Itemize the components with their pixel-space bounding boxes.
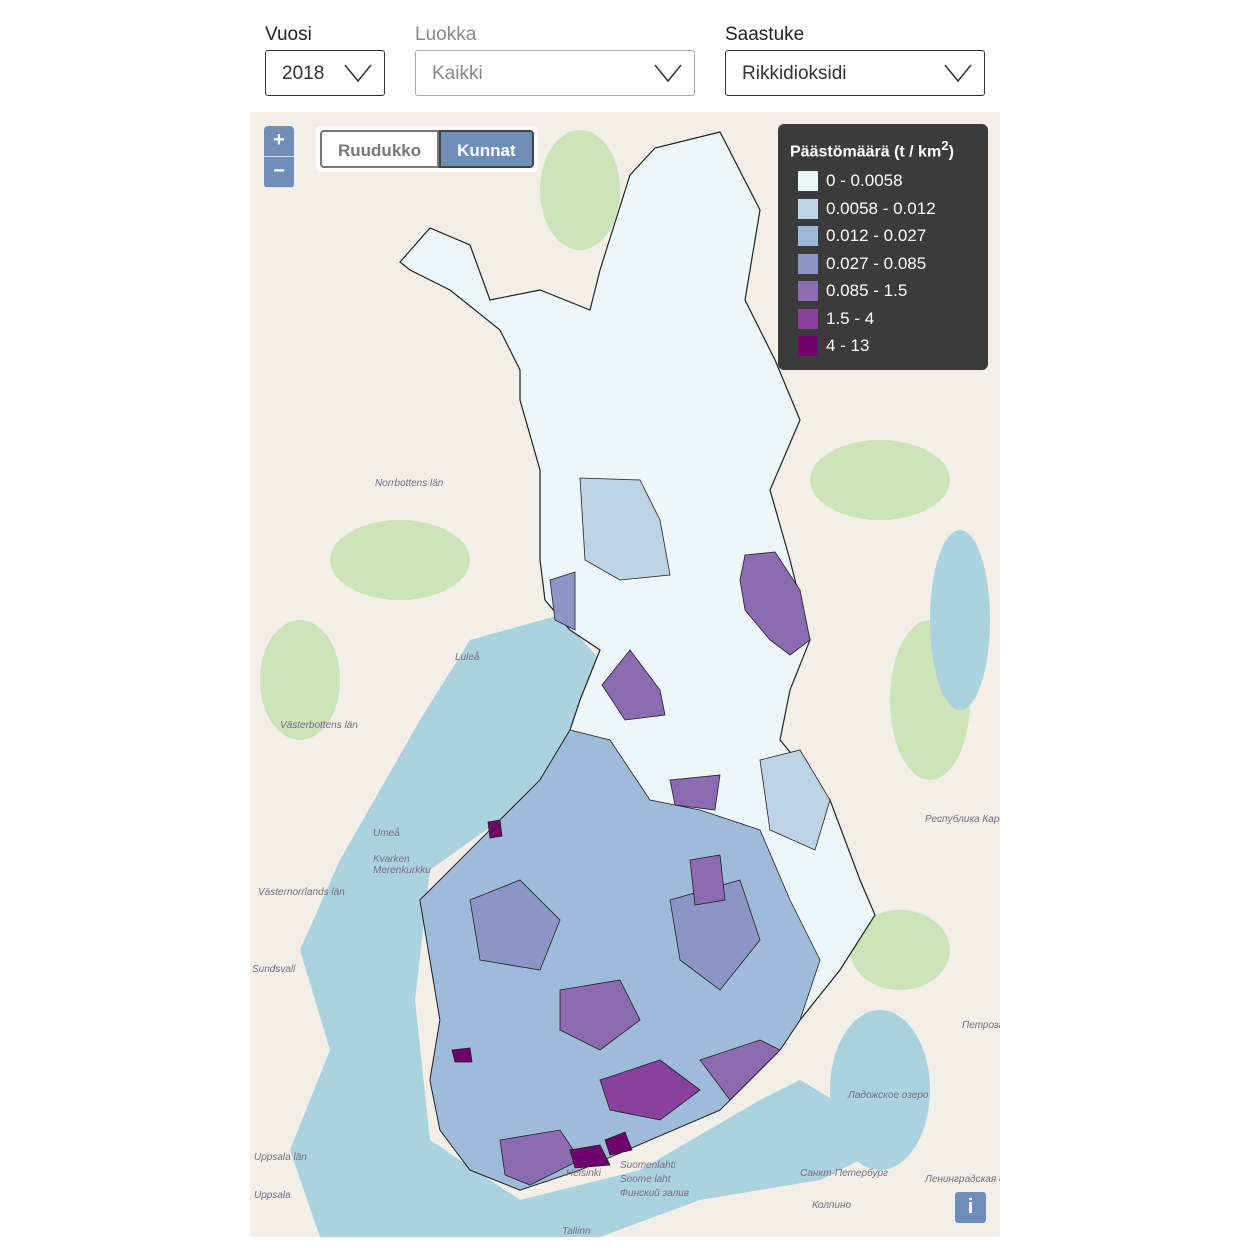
year-control: Vuosi 2018 (265, 24, 385, 96)
dropdown-value: 2018 (282, 63, 325, 84)
legend-label: 0.0058 - 0.012 (826, 198, 936, 218)
map-label: Luleå (455, 651, 480, 663)
legend-item: 0 - 0.0058 (790, 167, 976, 195)
legend-item: 1.5 - 4 (790, 305, 976, 333)
map-label: Uppsala (254, 1190, 291, 1201)
legend-label: 0.085 - 1.5 (826, 281, 908, 301)
zoom-in[interactable]: + (264, 126, 294, 157)
map-label: Soome laht (620, 1174, 672, 1185)
zoom-control: + − (264, 126, 294, 188)
legend-swatch (798, 171, 818, 192)
map-label: Петрозаводск (962, 1020, 1000, 1031)
dropdown-value: Kaikki (432, 63, 483, 84)
map-label: Санкт-Петербург (800, 1167, 888, 1179)
legend-swatch (798, 281, 818, 302)
zoom-out[interactable]: − (264, 157, 294, 188)
legend-item: 0.012 - 0.027 (790, 222, 976, 250)
legend-title-end: ) (948, 143, 954, 161)
legend: Päästömäärä (t / km2) 0 - 0.0058 0.0058 -… (778, 124, 988, 370)
dropdown[interactable]: 2018 (265, 50, 385, 96)
legend-item: 4 - 13 (790, 332, 976, 360)
legend-title: Päästömäärä (t / km2) (790, 138, 976, 161)
chevron (344, 64, 372, 83)
map-label: Umeå (373, 827, 400, 839)
control-label: Vuosi (265, 24, 312, 45)
info-button[interactable]: i (955, 1192, 986, 1223)
map-label: Suomenlahti (620, 1160, 676, 1171)
map-label: Республика Карелия (925, 813, 1000, 825)
legend-swatch (798, 253, 818, 274)
map-label: Sundsvall (252, 964, 296, 975)
map-label: Колпино (812, 1200, 851, 1211)
legend-swatch (798, 308, 818, 329)
control-label: Luokka (415, 24, 477, 45)
map-label: Västernorrlands län (258, 887, 345, 898)
legend-item: 0.085 - 1.5 (790, 277, 976, 305)
category-control: Luokka Kaikki (415, 24, 695, 96)
map-label: Ленинградская область (924, 1173, 1000, 1185)
legend-label: 0.012 - 0.027 (826, 226, 927, 246)
map-label: Västerbottens län (280, 720, 358, 731)
legend-label: 0.027 - 0.085 (826, 253, 927, 273)
map-label: Ладожское озеро (847, 1090, 929, 1101)
pollutant-control: Saastuke Rikkidioksidi (725, 24, 985, 96)
legend-label: 4 - 13 (826, 336, 870, 356)
map-label: Kvarken (373, 854, 410, 865)
legend-label: 0 - 0.0058 (826, 171, 903, 191)
chevron (944, 64, 972, 83)
map-label: Финский залив (620, 1188, 689, 1199)
map-label: Tallinn (562, 1226, 591, 1237)
map-label: Uppsala län (254, 1152, 307, 1163)
legend-swatch (798, 226, 818, 247)
legend-title-sup: 2 (941, 138, 949, 153)
legend-label: 1.5 - 4 (826, 308, 875, 328)
map-label: Helsinki (566, 1168, 602, 1179)
legend-item: 0.027 - 0.085 (790, 250, 976, 278)
dropdown[interactable]: Rikkidioksidi (725, 50, 985, 96)
layer-toggle: Ruudukko Kunnat (316, 126, 538, 172)
legend-item: 0.0058 - 0.012 (790, 195, 976, 223)
dropdown-value: Rikkidioksidi (742, 63, 847, 84)
legend-swatch (798, 198, 818, 219)
chevron (654, 64, 682, 83)
map-label: Merenkurkku (373, 865, 431, 876)
control-label: Saastuke (725, 24, 805, 45)
legend-swatch (798, 336, 818, 357)
legend-title-text: Päästömäärä (t / km (790, 143, 942, 161)
toggle-option-active[interactable]: Kunnat (439, 130, 534, 168)
toggle-option[interactable]: Ruudukko (320, 130, 440, 168)
dropdown[interactable]: Kaikki (415, 50, 695, 96)
map-label: Norrbottens län (375, 478, 444, 489)
